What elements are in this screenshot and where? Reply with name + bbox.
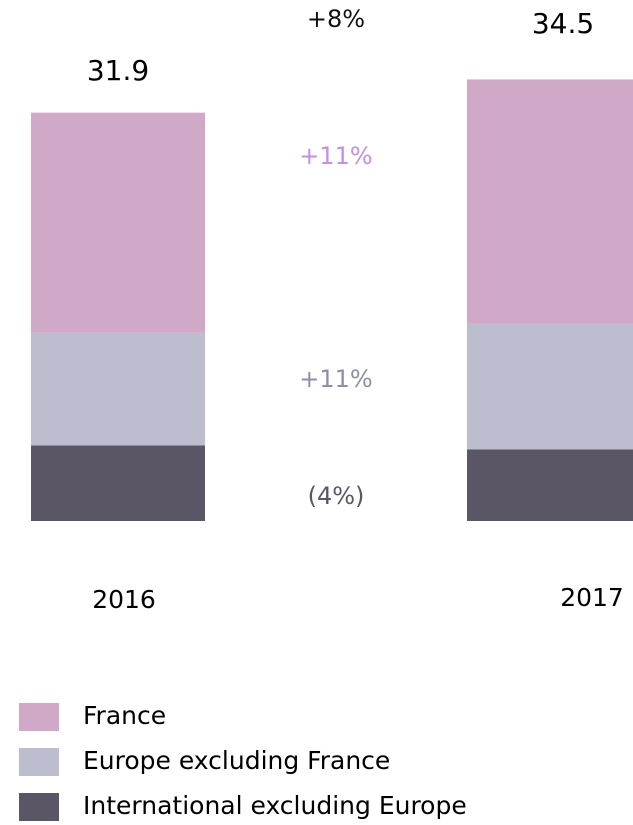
change-annotation: +11% <box>299 365 372 393</box>
bar-segment <box>31 332 205 446</box>
total-label: 31.9 <box>87 54 149 87</box>
bar-segment <box>467 79 633 324</box>
bar-segment <box>31 445 205 521</box>
change-annotation: +8% <box>307 5 365 33</box>
legend-label: France <box>83 701 166 730</box>
legend-label: Europe excluding France <box>83 746 390 775</box>
change-annotation: +11% <box>299 142 372 170</box>
bar-segment <box>467 323 633 450</box>
legend-swatch <box>19 703 59 731</box>
legend-swatch <box>19 793 59 821</box>
total-label: 34.5 <box>532 7 594 40</box>
category-label: 2016 <box>92 585 156 614</box>
legend-swatch <box>19 748 59 776</box>
bar-segment <box>467 449 633 521</box>
bar-segment <box>31 112 205 333</box>
legend-label: International excluding Europe <box>83 791 467 820</box>
change-annotation: (4%) <box>308 482 365 510</box>
category-label: 2017 <box>560 583 624 612</box>
